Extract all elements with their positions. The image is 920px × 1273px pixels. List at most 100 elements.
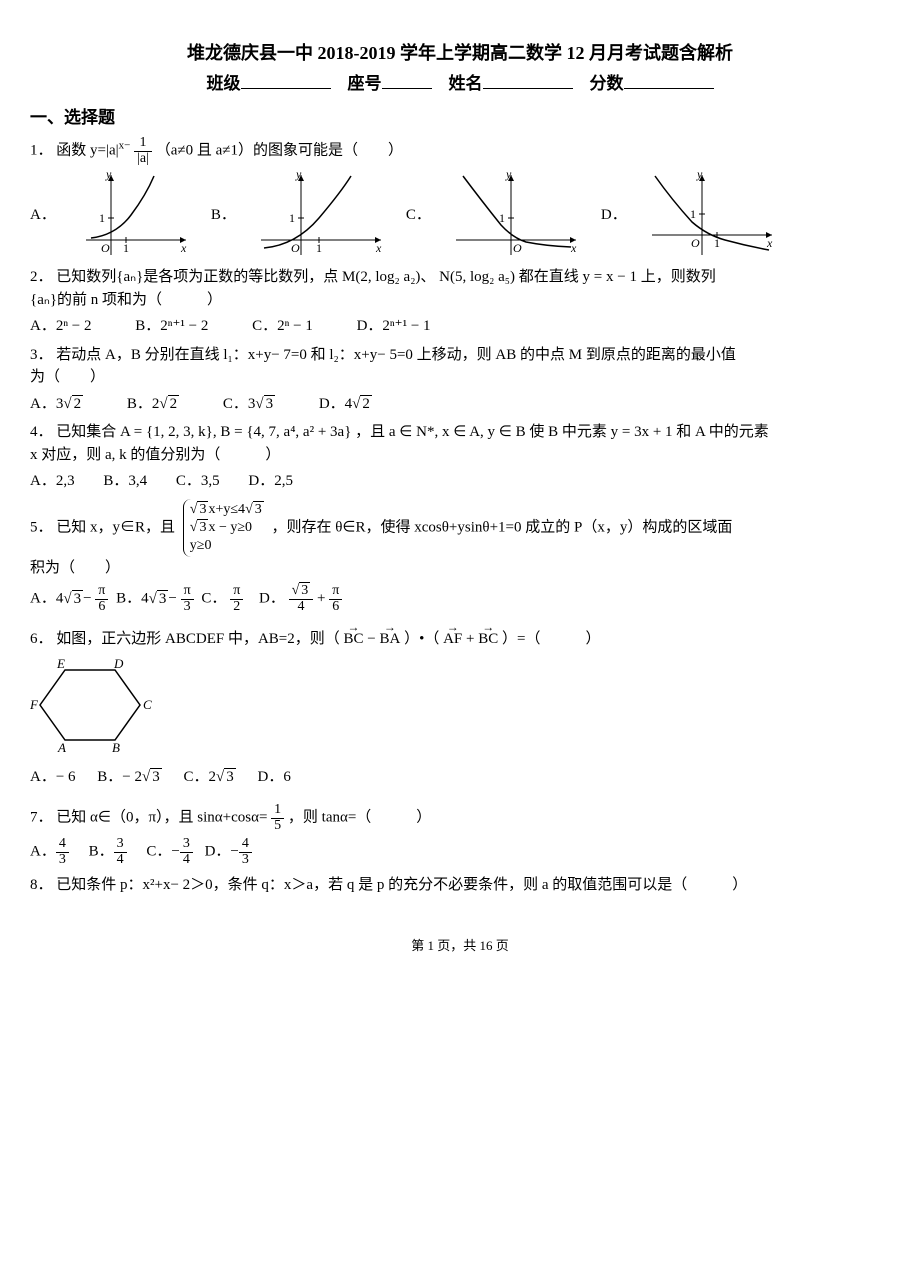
q6-opt-D: D．6	[258, 766, 291, 789]
q2-text: 已知数列{aₙ}是各项为正数的等比数列，点 M(2, log₂ a₂)、 N(5…	[56, 269, 715, 285]
class-blank[interactable]	[241, 71, 331, 89]
question-2: 2． 已知数列{aₙ}是各项为正数的等比数列，点 M(2, log₂ a₂)、 …	[30, 266, 890, 289]
q7-opt-A: A．43	[30, 837, 69, 867]
q5-text-c: 积为（ ）	[30, 557, 890, 580]
question-8: 8． 已知条件 p：x²+x− 2＞0，条件 q：x＞a，若 q 是 p 的充分…	[30, 874, 890, 897]
svg-text:1: 1	[123, 241, 129, 255]
q1-choice-C-label: C．	[406, 204, 431, 227]
student-info-row: 班级 座号 姓名 分数	[30, 71, 890, 97]
svg-text:C: C	[143, 697, 152, 712]
q6-vec-BA: BA	[379, 628, 400, 651]
q1-choice-B-label: B．	[211, 204, 236, 227]
svg-text:D: D	[113, 656, 124, 671]
svg-text:O: O	[691, 236, 700, 250]
q6-vec-BC: BC	[344, 628, 364, 651]
q7-opt-B: B．34	[89, 837, 127, 867]
name-blank[interactable]	[483, 71, 573, 89]
q2-opt-A: A．2ⁿ − 2	[30, 315, 92, 338]
section-heading: 一、选择题	[30, 105, 890, 131]
q7-text-b: ，则 tanα=（ ）	[288, 809, 431, 825]
svg-text:y: y	[295, 170, 302, 181]
svg-text:O: O	[513, 241, 522, 255]
q2-options: A．2ⁿ − 2 B．2ⁿ⁺¹ − 2 C．2ⁿ − 1 D．2ⁿ⁺¹ − 1	[30, 315, 890, 338]
q2-opt-B: B．2ⁿ⁺¹ − 2	[135, 315, 208, 338]
q3-opt-B: B．22	[127, 393, 179, 416]
question-3: 3． 若动点 A，B 分别在直线 l₁：x+y− 7=0 和 l₂：x+y− 5…	[30, 344, 890, 367]
q2-opt-C: C．2ⁿ − 1	[252, 315, 313, 338]
question-4: 4． 已知集合 A = {1, 2, 3, k}, B = {4, 7, a⁴,…	[30, 421, 890, 444]
q5-opt-A: A．43− π6	[30, 584, 108, 614]
q8-number: 8．	[30, 877, 53, 893]
q4-opt-D: D．2,5	[248, 470, 293, 493]
q1-graph-A: y x O 1 1	[76, 170, 191, 260]
svg-text:x: x	[375, 241, 382, 255]
svg-text:A: A	[57, 740, 66, 755]
q5-opt-D: D． 34 + π6	[259, 584, 342, 614]
q6-text: 如图，正六边形 ABCDEF 中，AB=2，则（	[56, 631, 339, 647]
q3-text2: 为（ ）	[30, 366, 890, 389]
q4-opt-B: B．3,4	[103, 470, 147, 493]
question-1: 1． 函数 y=|a|x− 1|a| （a≠0 且 a≠1）的图象可能是（ ）	[30, 136, 890, 166]
q8-text: 已知条件 p：x²+x− 2＞0，条件 q：x＞a，若 q 是 p 的充分不必要…	[56, 877, 747, 893]
q1-choices: A． y x O 1 1 B． y x O 1 1 C． y x O 1 D．	[30, 170, 890, 260]
svg-text:1: 1	[289, 211, 295, 225]
q6-opt-C: C．23	[184, 766, 236, 789]
q4-opt-A: A．2,3	[30, 470, 75, 493]
seat-label: 座号	[348, 74, 382, 93]
q2-text2: {aₙ}的前 n 项和为（ ）	[30, 289, 890, 312]
q1-fraction: 1|a|	[134, 136, 152, 166]
q1-graph-B: y x O 1 1	[256, 170, 386, 260]
q3-text: 若动点 A，B 分别在直线 l₁：x+y− 7=0 和 l₂：x+y− 5=0 …	[56, 347, 736, 363]
q1-choice-D-label: D．	[601, 204, 627, 227]
q6-opt-A: A．− 6	[30, 766, 76, 789]
svg-text:1: 1	[99, 211, 105, 225]
q4-number: 4．	[30, 424, 53, 440]
class-label: 班级	[207, 74, 241, 93]
question-6: 6． 如图，正六边形 ABCDEF 中，AB=2，则（ BC − BA ）•（ …	[30, 628, 890, 651]
svg-text:F: F	[30, 697, 39, 712]
q5-opt-B: B．43− π3	[116, 584, 194, 614]
svg-text:E: E	[56, 656, 65, 671]
q5-system: 3x+y≤43 3x − y≥0 y≥0	[183, 499, 264, 558]
q1-choice-A-label: A．	[30, 204, 56, 227]
q6-vec-AF: AF	[443, 628, 462, 651]
svg-text:x: x	[180, 241, 187, 255]
q7-options: A．43 B．34 C．−34 D．−43	[30, 837, 890, 867]
q6-opt-B: B．− 23	[97, 766, 161, 789]
q7-opt-D: D．−43	[205, 837, 252, 867]
name-label: 姓名	[449, 74, 483, 93]
svg-text:y: y	[696, 170, 703, 181]
q3-options: A．32 B．22 C．33 D．42	[30, 393, 890, 416]
svg-text:1: 1	[690, 207, 696, 221]
q1-text-b: （a≠0 且 a≠1）的图象可能是（ ）	[156, 143, 403, 159]
svg-text:y: y	[505, 170, 512, 181]
q4-text: 已知集合 A = {1, 2, 3, k}, B = {4, 7, a⁴, a²…	[56, 424, 769, 440]
page-footer: 第 1 页，共 16 页	[30, 936, 890, 956]
q3-number: 3．	[30, 347, 53, 363]
q5-opt-C: C． π2	[201, 584, 243, 614]
svg-text:1: 1	[316, 241, 322, 255]
svg-text:y: y	[105, 170, 112, 181]
q5-text-a: 已知 x，y∈R，且	[56, 520, 175, 536]
q4-opt-C: C．3,5	[176, 470, 220, 493]
q5-options: A．43− π6 B．43− π3 C． π2 D． 34 + π6	[30, 584, 890, 614]
q1-exp: x−	[119, 140, 131, 152]
q1-graph-C: y x O 1	[451, 170, 581, 260]
svg-text:B: B	[112, 740, 120, 755]
q6-tail: ）=（ ）	[502, 631, 600, 647]
seat-blank[interactable]	[382, 71, 432, 89]
q2-opt-D: D．2ⁿ⁺¹ − 1	[357, 315, 431, 338]
q4-options: A．2,3 B．3,4 C．3,5 D．2,5	[30, 470, 890, 493]
q6-options: A．− 6 B．− 23 C．23 D．6	[30, 766, 890, 789]
q6-vec-BC2: BC	[478, 628, 498, 651]
q7-opt-C: C．−34	[146, 837, 192, 867]
q1-number: 1．	[30, 143, 53, 159]
svg-text:x: x	[766, 236, 773, 250]
score-blank[interactable]	[624, 71, 714, 89]
q3-opt-A: A．32	[30, 393, 83, 416]
q2-number: 2．	[30, 269, 53, 285]
q7-text-a: 已知 α∈（0，π），且 sinα+cosα=	[56, 809, 267, 825]
page-title: 堆龙德庆县一中 2018-2019 学年上学期高二数学 12 月月考试题含解析	[30, 40, 890, 67]
svg-text:O: O	[101, 241, 110, 255]
q7-fraction: 15	[271, 803, 284, 833]
